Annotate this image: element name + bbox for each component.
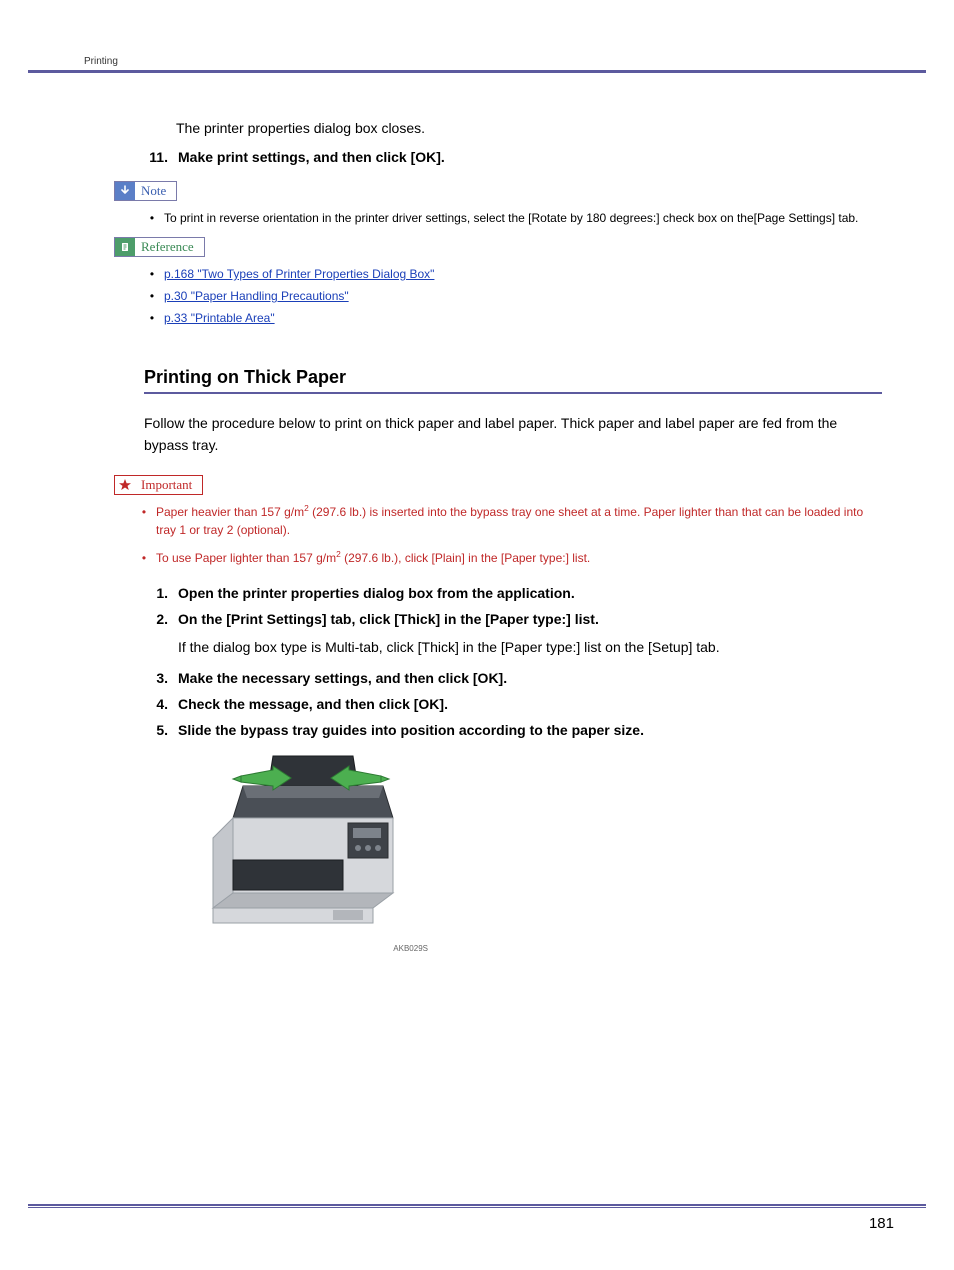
important-callout: Important [114,475,203,495]
arrow-down-icon [115,182,135,200]
step-text: On the [Print Settings] tab, click [Thic… [178,611,599,627]
step-text: Make the necessary settings, and then cl… [178,670,507,686]
star-icon [115,476,135,494]
step-text: Check the message, and then click [OK]. [178,696,448,712]
bullet-icon: • [140,549,148,567]
reference-item: • p.168 "Two Types of Printer Properties… [148,265,882,283]
step-11-text: Make print settings, and then click [OK]… [178,149,445,165]
important-item: • To use Paper lighter than 157 g/m2 (29… [140,549,882,567]
step-text: Open the printer properties dialog box f… [178,585,575,601]
content-area: The printer properties dialog box closes… [144,118,882,953]
figure-caption: AKB029S [178,944,428,953]
note-callout: Note [114,181,177,201]
step-row: 3. Make the necessary settings, and then… [144,670,882,686]
bullet-icon: • [148,209,156,227]
section-heading: Printing on Thick Paper [144,367,882,394]
imp-pre: Paper heavier than 157 g/m [156,505,304,519]
reference-callout: Reference [114,237,205,257]
step-subtext: If the dialog box type is Multi-tab, cli… [178,637,882,658]
steps-list: 1. Open the printer properties dialog bo… [144,585,882,953]
reference-label: Reference [135,239,204,255]
page-number: 181 [869,1215,894,1232]
note-list: • To print in reverse orientation in the… [148,209,882,227]
printer-figure: AKB029S [178,748,428,953]
step-number: 4. [144,696,168,712]
step-11-number: 11. [144,149,168,165]
header-section-label: Printing [84,56,118,67]
document-icon [115,238,135,256]
bullet-icon: • [148,265,156,283]
intro-closing-text: The printer properties dialog box closes… [176,118,882,139]
important-item-text: To use Paper lighter than 157 g/m2 (297.… [156,549,590,567]
step-row: 4. Check the message, and then click [OK… [144,696,882,712]
reference-link[interactable]: p.30 "Paper Handling Precautions" [164,287,349,305]
bullet-icon: • [140,503,148,539]
section-body-text: Follow the procedure below to print on t… [144,412,882,457]
important-item-text: Paper heavier than 157 g/m2 (297.6 lb.) … [156,503,882,539]
step-row: 2. On the [Print Settings] tab, click [T… [144,611,882,627]
important-label: Important [135,477,202,493]
page: Printing The printer properties dialog b… [0,0,954,1270]
reference-link[interactable]: p.168 "Two Types of Printer Properties D… [164,265,434,283]
reference-link[interactable]: p.33 "Printable Area" [164,309,275,327]
step-number: 2. [144,611,168,627]
step-11: 11. Make print settings, and then click … [144,149,882,165]
step-text: Slide the bypass tray guides into positi… [178,722,644,738]
section-heading-container: Printing on Thick Paper [144,367,882,394]
note-item: • To print in reverse orientation in the… [148,209,882,227]
step-row: 5. Slide the bypass tray guides into pos… [144,722,882,738]
note-label: Note [135,183,176,199]
printer-icon [183,748,423,938]
step-row: 1. Open the printer properties dialog bo… [144,585,882,601]
header-rule [28,70,926,73]
reference-item: • p.33 "Printable Area" [148,309,882,327]
important-list: • Paper heavier than 157 g/m2 (297.6 lb.… [140,503,882,567]
bullet-icon: • [148,287,156,305]
footer-rule [28,1204,926,1208]
note-item-text: To print in reverse orientation in the p… [164,209,858,227]
imp-post: (297.6 lb.), click [Plain] in the [Paper… [341,551,590,565]
important-item: • Paper heavier than 157 g/m2 (297.6 lb.… [140,503,882,539]
imp-pre: To use Paper lighter than 157 g/m [156,551,336,565]
bullet-icon: • [148,309,156,327]
step-number: 5. [144,722,168,738]
reference-item: • p.30 "Paper Handling Precautions" [148,287,882,305]
step-number: 1. [144,585,168,601]
step-number: 3. [144,670,168,686]
reference-list: • p.168 "Two Types of Printer Properties… [148,265,882,327]
